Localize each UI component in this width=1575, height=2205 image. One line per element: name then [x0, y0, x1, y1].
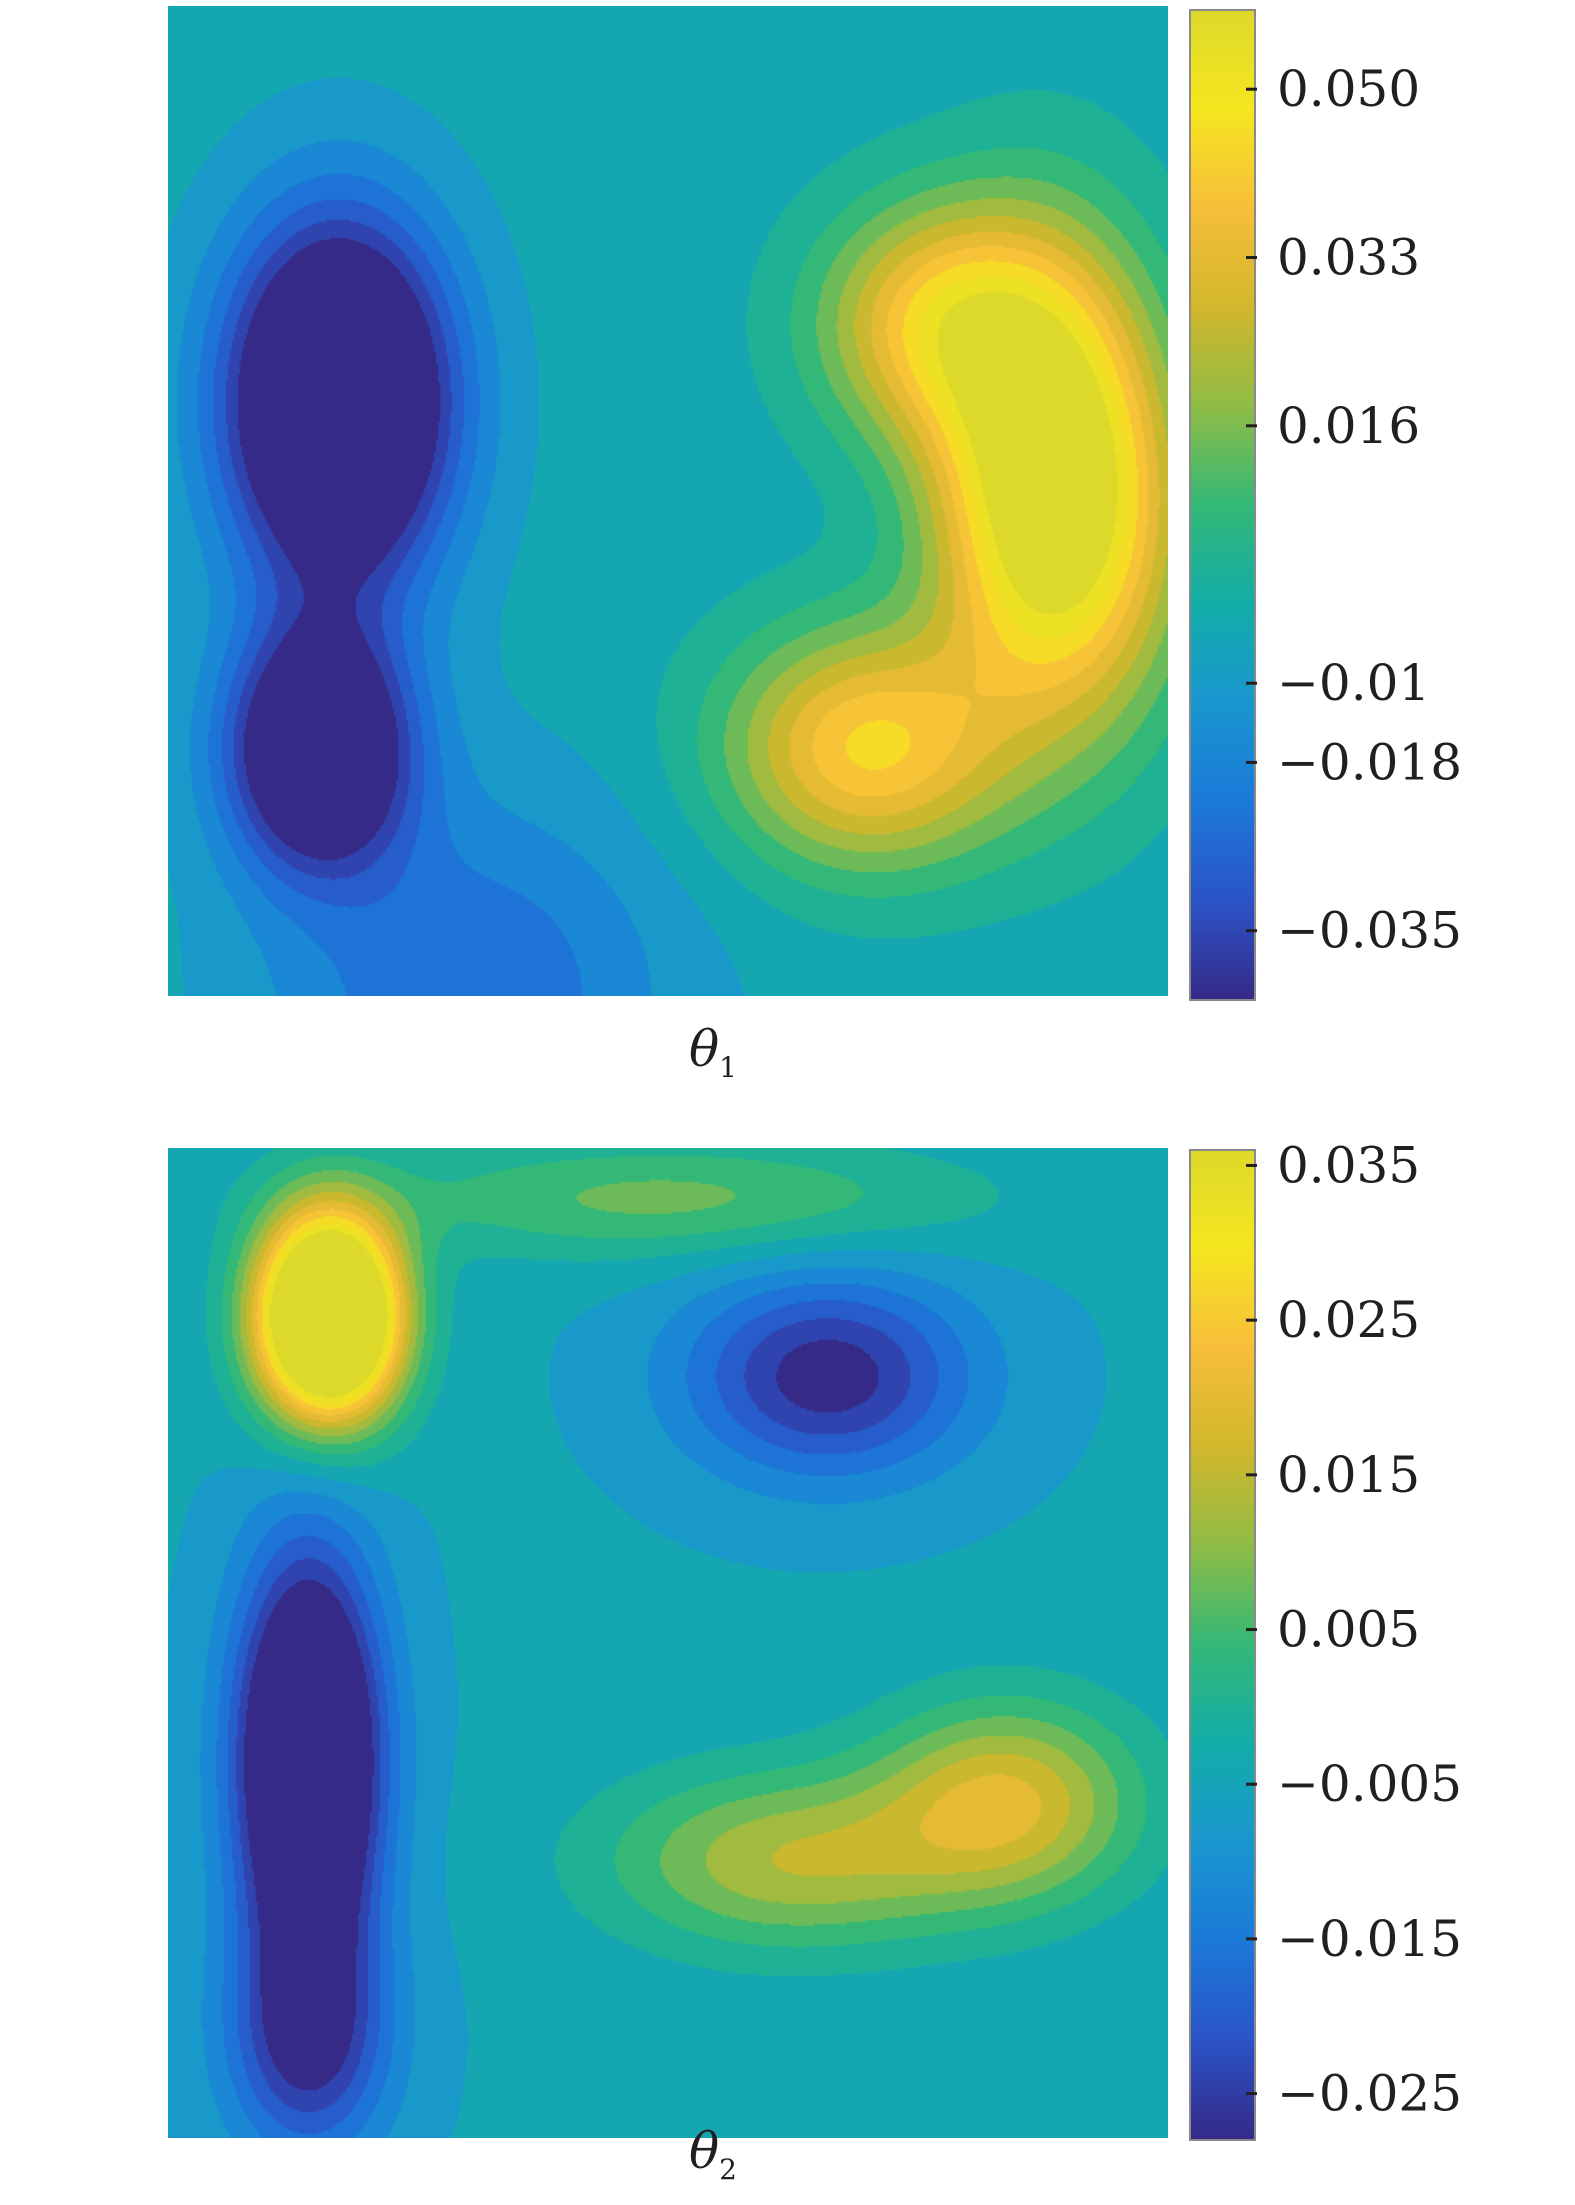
colorbar-tick-label: 0.035 [1277, 1136, 1420, 1194]
theta1-caption-subscript: 1 [719, 1051, 737, 1084]
theta2-caption-subscript: 2 [719, 2153, 737, 2186]
colorbar-tick-label: −0.005 [1277, 1755, 1462, 1813]
theta2-caption: θ2 [613, 2122, 813, 2186]
colorbar-tick-label: 0.005 [1277, 1601, 1420, 1659]
theta1-contour-field [168, 6, 1168, 996]
theta2-caption-symbol: θ [689, 2122, 720, 2180]
theta1-caption-symbol: θ [689, 1020, 720, 1078]
theta1-panel: 0.050 0.033 0.016 −0.01 −0.018 −0.035 θ1 [0, 0, 1575, 1100]
colorbar-tick-label: 0.025 [1277, 1291, 1420, 1349]
theta1-colorbar: 0.050 0.033 0.016 −0.01 −0.018 −0.035 [1189, 9, 1462, 1001]
colorbar-tick-label: −0.025 [1277, 2065, 1462, 2123]
colorbar-tick-label: 0.016 [1277, 397, 1420, 455]
theta1-caption: θ1 [613, 1020, 813, 1084]
colorbar-tick-label: −0.018 [1277, 733, 1462, 791]
colorbar-gradient [1189, 9, 1256, 1001]
colorbar-tick-label: 0.050 [1277, 60, 1420, 118]
colorbar-tick-label: 0.015 [1277, 1446, 1420, 1504]
colorbar-tick-label: −0.015 [1277, 1910, 1462, 1968]
theta2-colorbar: 0.035 0.025 0.015 0.005 −0.005 −0.015 −0.025 [1189, 1136, 1462, 2141]
colorbar-tick-label: −0.035 [1277, 902, 1462, 960]
colorbar-tick-label: −0.01 [1277, 654, 1430, 712]
theta1-contour-canvas [168, 6, 1168, 996]
theta2-contour-field [168, 1148, 1168, 2138]
colorbar-gradient [1189, 1149, 1256, 2141]
theta2-panel: 0.035 0.025 0.015 0.005 −0.005 −0.015 −0.025 θ… [0, 1100, 1575, 2205]
colorbar-tick-label: 0.033 [1277, 229, 1420, 287]
theta2-contour-canvas [168, 1148, 1168, 2138]
